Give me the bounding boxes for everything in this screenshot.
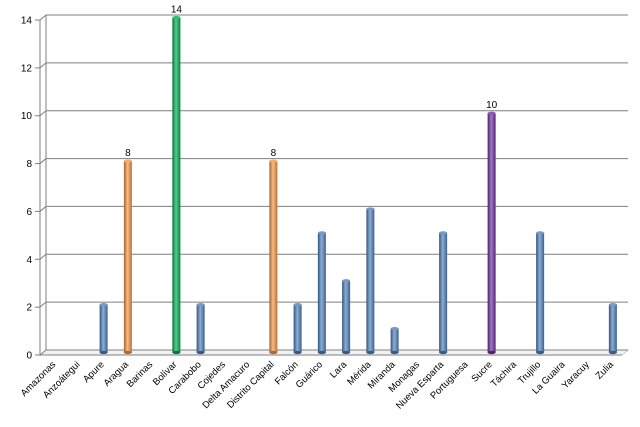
bar-nueva-esparta: [439, 231, 448, 355]
bar-lara: [342, 279, 351, 355]
bar-apure: [99, 303, 108, 355]
bar-body-nueva-esparta: [439, 232, 448, 353]
x-tick-label-guarico: Guárico: [294, 359, 325, 390]
y-tick-label-0: 0: [26, 351, 32, 362]
bar-base-distrito-capital: [269, 350, 278, 355]
bar-base-apure: [99, 350, 108, 355]
bar-base-falcon: [293, 350, 302, 355]
bar-miranda: [390, 326, 399, 355]
bar-base-sucre: [487, 350, 496, 355]
bar-body-miranda: [390, 328, 399, 353]
bar-top-apure: [99, 303, 108, 307]
bar-top-sucre: [487, 111, 496, 115]
bar-top-distrito-capital: [269, 159, 278, 163]
y-tick-label-14: 14: [21, 16, 33, 27]
bar-body-aragua: [123, 161, 132, 353]
data-label-bolivar: 14: [171, 5, 183, 16]
gridline-depth-10: [39, 110, 47, 117]
bar-base-carabobo: [196, 350, 205, 355]
bar-top-nueva-esparta: [439, 231, 448, 235]
y-tick-label-4: 4: [26, 255, 32, 266]
y-axis-ticks: 0 2 4 6 8 10 12 14: [21, 16, 40, 362]
bar-base-aragua: [123, 350, 132, 355]
bar-body-merida: [366, 208, 375, 353]
bar-aragua: [123, 159, 132, 355]
gridline-depth-0: [39, 349, 47, 356]
y-tick-label-12: 12: [21, 63, 33, 74]
bar-body-zulia: [608, 304, 617, 353]
bar-carabobo: [196, 303, 205, 355]
data-label-distrito-capital: 8: [271, 148, 277, 159]
bars: [99, 15, 617, 355]
gridline-depth-6: [39, 206, 47, 212]
bar-base-bolivar: [172, 350, 181, 355]
y-tick-label-8: 8: [26, 159, 32, 170]
bar-trujillo: [536, 231, 545, 355]
y-tick-label-6: 6: [26, 207, 32, 218]
gridline-depth-8: [39, 158, 47, 164]
bar-base-merida: [366, 350, 375, 355]
data-labels: 8 14 8 10: [125, 5, 498, 160]
data-label-sucre: 10: [486, 100, 498, 111]
gridline-depth-4: [39, 253, 47, 260]
bar-top-falcon: [293, 303, 302, 307]
gridline-depth-2: [39, 301, 47, 308]
bar-body-distrito-capital: [269, 161, 278, 353]
bar-body-falcon: [293, 304, 302, 353]
bar-guarico: [317, 231, 326, 355]
bar-top-miranda: [390, 326, 399, 331]
bar-base-zulia: [608, 350, 617, 355]
x-tick-label-yaracuy: Yaracuy: [560, 359, 592, 391]
x-tick-label-barinas: Barinas: [125, 359, 156, 390]
bar-body-lara: [342, 280, 351, 353]
bar-top-bolivar: [172, 15, 181, 20]
x-tick-label-zulia: Zulia: [594, 359, 617, 382]
bar-bolivar: [172, 15, 181, 355]
bar-body-sucre: [487, 113, 496, 353]
bar-body-apure: [99, 304, 108, 353]
bar-top-lara: [342, 279, 351, 283]
bar-base-guarico: [317, 350, 326, 355]
data-label-aragua: 8: [125, 148, 131, 159]
bar-top-carabobo: [196, 303, 205, 307]
gridlines: [39, 14, 628, 356]
x-axis-labels: AmazonasAnzoáteguiApureAraguaBarinasBolí…: [19, 359, 617, 412]
bar-body-guarico: [317, 232, 326, 353]
bar-top-zulia: [608, 303, 617, 307]
bar-base-miranda: [390, 350, 399, 355]
bar-distrito-capital: [269, 159, 278, 355]
gridline-depth-14: [39, 14, 47, 21]
bar-top-aragua: [123, 159, 132, 163]
bar-body-carabobo: [196, 304, 205, 353]
y-tick-label-2: 2: [26, 303, 32, 314]
bar-top-merida: [366, 207, 375, 211]
bar-body-bolivar: [172, 17, 181, 353]
bar-base-lara: [342, 350, 351, 355]
bar-falcon: [293, 303, 302, 355]
bar-zulia: [608, 303, 617, 355]
axes: [39, 15, 622, 356]
bar-merida: [366, 207, 375, 355]
bar-base-trujillo: [536, 350, 545, 355]
gridline-depth-12: [39, 62, 47, 69]
bar-top-trujillo: [536, 231, 545, 235]
bar-top-guarico: [317, 231, 326, 235]
bar-sucre: [487, 111, 496, 355]
bar-body-trujillo: [536, 232, 545, 353]
y-tick-label-10: 10: [21, 111, 33, 122]
bar-base-nueva-esparta: [439, 350, 448, 355]
x-tick-label-tachira: Táchira: [489, 359, 520, 390]
